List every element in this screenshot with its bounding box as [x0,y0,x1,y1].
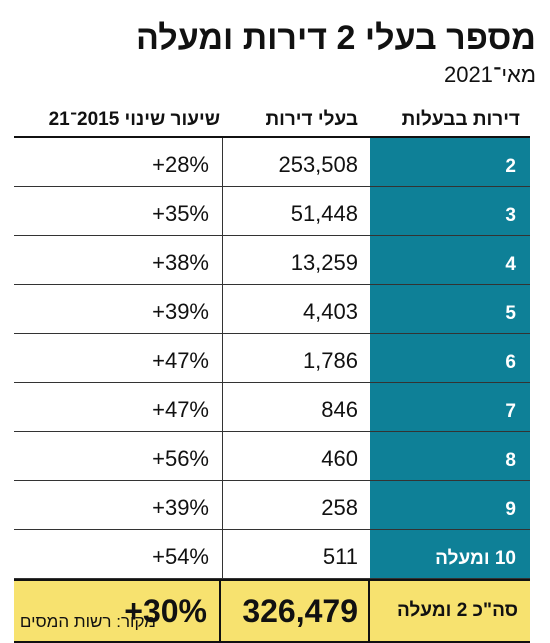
owned-apartments-cell: 7 [370,383,530,431]
total-label: סה"כ 2 ומעלה [396,600,518,621]
change-rate-value: +28% [152,152,209,177]
table-row: 3 51,448 +35% [14,187,530,236]
owners-cell: 51,448 [222,187,370,235]
owners-cell: 13,259 [222,236,370,284]
table-row: 7 846 +47% [14,383,530,432]
change-rate-cell: +38% [14,236,223,284]
owned-apartments-value: 2 [505,156,516,177]
owners-cell: 846 [222,383,370,431]
change-rate-cell: +47% [14,383,223,431]
change-rate-value: +39% [152,299,209,324]
chart-subtitle: מאי־2021 [443,62,536,87]
table-row: 10 ומעלה 511 +54% [14,530,530,579]
change-rate-value: +56% [152,446,209,471]
owned-apartments-value: 3 [505,205,516,226]
owners-value: 253,508 [278,152,358,177]
change-rate-value: +47% [152,348,209,373]
table-row: 9 258 +39% [14,481,530,530]
owners-value: 258 [321,495,358,520]
owners-value: 51,448 [290,201,358,226]
owned-apartments-cell: 10 ומעלה [370,530,530,578]
header-owners: בעלי דירות [265,109,358,130]
owned-apartments-value: 4 [505,254,516,275]
owners-value: 511 [322,544,358,569]
table-header: דירות בבעלות בעלי דירות שיעור שינוי 2015… [14,102,530,138]
owners-cell: 258 [222,481,370,529]
owners-cell: 511 [222,530,370,578]
table-row: 6 1,786 +47% [14,334,530,383]
total-owners-cell: 326,479 [219,581,370,641]
owned-apartments-cell: 6 [370,334,530,382]
owned-apartments-value: 6 [505,352,516,373]
chart-title: מספר בעלי 2 דירות ומעלה [135,19,536,57]
change-rate-cell: +39% [14,285,223,333]
table-body: 2 253,508 +28% 3 51,448 +35% 4 13,259 +38% 5 4,403… [14,138,530,579]
change-rate-cell: +28% [14,138,223,186]
owners-value: 1,786 [302,348,358,373]
owners-cell: 1,786 [222,334,370,382]
owned-apartments-cell: 2 [370,138,530,186]
owned-apartments-value: 10 ומעלה [435,548,516,569]
owned-apartments-cell: 9 [370,481,530,529]
change-rate-cell: +39% [14,481,223,529]
change-rate-cell: +35% [14,187,223,235]
owners-cell: 460 [222,432,370,480]
owners-value: 4,403 [302,299,358,324]
owned-apartments-value: 9 [505,499,516,520]
table-row: 2 253,508 +28% [14,138,530,187]
total-label-cell: סה"כ 2 ומעלה [370,581,530,641]
owners-cell: 253,508 [222,138,370,186]
total-change: +30% [124,593,207,629]
owned-apartments-cell: 3 [370,187,530,235]
change-rate-value: +35% [152,201,209,226]
table-row: 8 460 +56% [14,432,530,481]
owners-cell: 4,403 [222,285,370,333]
total-change-cell: +30% [14,581,221,641]
change-rate-cell: +54% [14,530,223,578]
change-rate-value: +39% [152,495,209,520]
change-rate-cell: +56% [14,432,223,480]
total-row: סה"כ 2 ומעלה 326,479 +30% [14,579,530,643]
owned-apartments-value: 5 [505,303,516,324]
owned-apartments-cell: 4 [370,236,530,284]
owners-value: 460 [321,446,358,471]
owners-value: 846 [321,397,358,422]
header-owned-apartments: דירות בבעלות [401,109,520,130]
total-owners: 326,479 [242,593,358,629]
owned-apartments-cell: 5 [370,285,530,333]
table-row: 4 13,259 +38% [14,236,530,285]
owned-apartments-value: 8 [505,450,516,471]
data-table: דירות בבעלות בעלי דירות שיעור שינוי 2015… [14,102,530,643]
change-rate-value: +38% [152,250,209,275]
owners-value: 13,259 [290,250,358,275]
change-rate-value: +47% [152,397,209,422]
change-rate-cell: +47% [14,334,223,382]
owned-apartments-value: 7 [505,401,516,422]
change-rate-value: +54% [152,544,209,569]
header-change-rate: שיעור שינוי 2015־21 [48,109,220,130]
source-note: מקור: רשות המסים [19,612,156,631]
table-row: 5 4,403 +39% [14,285,530,334]
owned-apartments-cell: 8 [370,432,530,480]
